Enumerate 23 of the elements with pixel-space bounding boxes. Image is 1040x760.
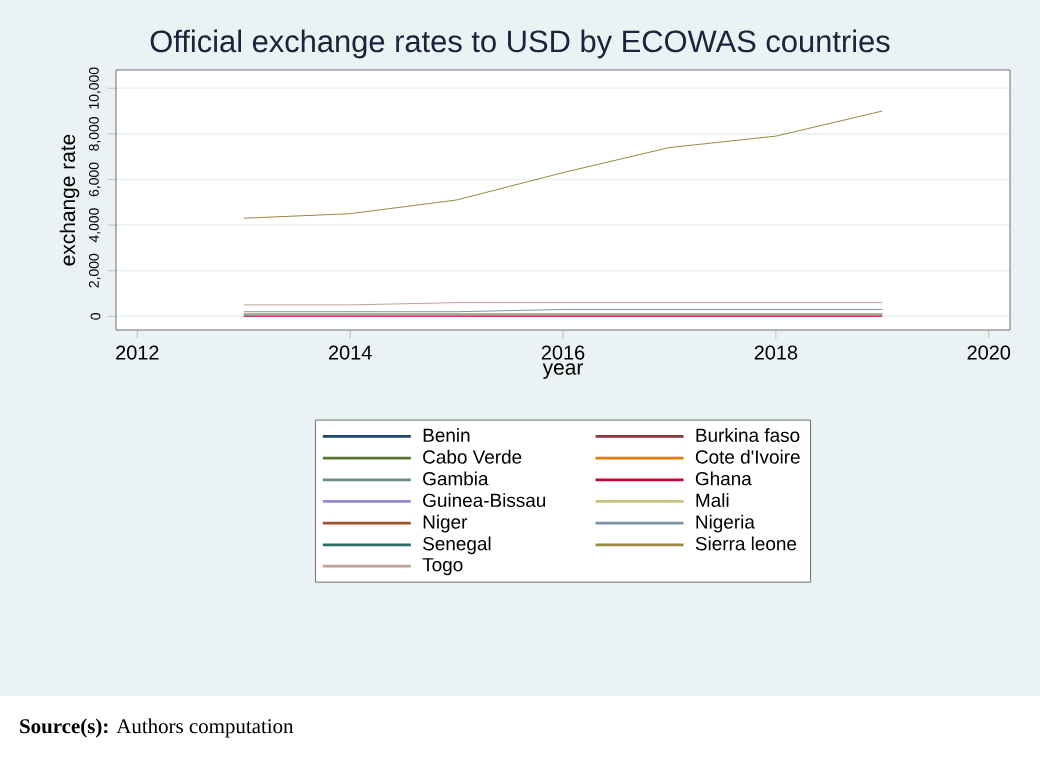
legend-label: Gambia	[423, 471, 489, 486]
x-tick-label: 2014	[328, 345, 372, 360]
legend-label: Ghana	[695, 471, 752, 486]
line-series	[243, 110, 883, 219]
legend-label: Nigeria	[696, 514, 755, 533]
legend-label: Sierra leone	[695, 536, 797, 551]
legend-label: Mali	[696, 493, 729, 508]
legend-label: Senegal	[423, 536, 491, 555]
legend-label: Togo	[422, 558, 463, 576]
legend-label: Cote d'Ivoire	[695, 449, 800, 464]
legend-label: Guinea-Bissau	[423, 493, 546, 508]
legend-label: Niger	[423, 514, 468, 533]
legend-label: Benin	[423, 428, 470, 442]
x-tick-label: 2016	[541, 345, 585, 360]
chart-title: Official exchange rates to USD by ECOWAS countries	[150, 29, 890, 59]
x-tick-label: 2020	[967, 345, 1011, 360]
legend-label: Cabo Verde	[423, 449, 522, 464]
text: Source(s): Authors computation	[20, 718, 294, 738]
x-axis-title: year	[542, 363, 584, 379]
x-tick-label: 2018	[754, 345, 798, 360]
x-tick-label: 2012	[116, 345, 159, 360]
y-axis-title: exchange rate	[59, 134, 80, 266]
legend-label: Burkina faso	[696, 428, 800, 442]
